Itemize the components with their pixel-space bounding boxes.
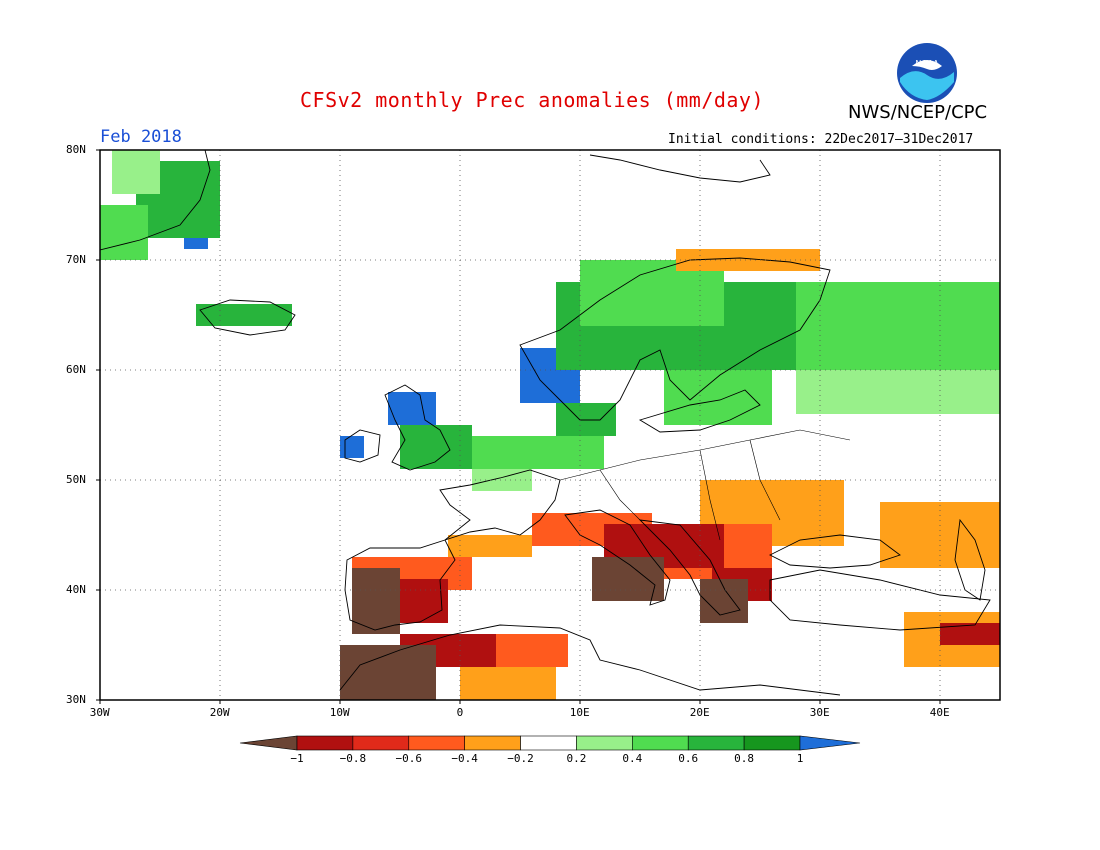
coastline-france: [439, 469, 561, 541]
colorbar-swatch: [687, 735, 745, 751]
coastline-turkey: [769, 569, 991, 631]
coastline-greenland: [100, 150, 211, 251]
colorbar-extend-high: [799, 735, 861, 751]
initial-conditions-label: Initial conditions: 22Dec2017–31Dec2017: [668, 132, 974, 147]
agency-label: NWS/NCEP/CPC: [848, 102, 988, 123]
lon-tick-label: 0: [456, 706, 464, 719]
coastline-svalbard: [589, 154, 771, 183]
colorbar-swatch: [632, 735, 689, 751]
colorbar-swatch: [743, 735, 801, 751]
lon-tick-label: 30E: [809, 706, 830, 719]
coastline-caspian: [954, 518, 986, 601]
colorbar-swatch: [520, 735, 577, 751]
colorbar-tick-label: −0.8: [339, 752, 367, 765]
coastline-ireland: [344, 429, 381, 463]
coastline-scandinavia: [519, 257, 831, 421]
colorbar-tick-label: −1: [290, 752, 304, 765]
coastline-balkans: [638, 519, 741, 616]
coastline-italy: [564, 509, 671, 606]
anomaly-cell-greenland-east: [184, 238, 208, 249]
colorbar-swatch: [352, 735, 410, 751]
lat-tick-label: 80N: [66, 143, 86, 156]
colorbar-tick-label: 1: [796, 752, 804, 765]
anomaly-cell-turkey-southeast: [940, 623, 1000, 645]
coastline-iceland: [199, 299, 296, 336]
anomaly-cell-ireland-west: [340, 436, 364, 458]
colorbar-swatch: [576, 735, 633, 751]
coastline-baltic: [638, 389, 761, 433]
coastline-layer: [100, 150, 991, 696]
colorbar-tick-label: 0.2: [566, 752, 587, 765]
colorbar-tick-label: 0.6: [678, 752, 699, 765]
lat-tick-label: 60N: [66, 363, 86, 376]
anomaly-cell-baltic: [664, 370, 772, 425]
colorbar-extend-low: [239, 735, 298, 751]
anomaly-cell-portugal-west-spain: [352, 568, 400, 634]
anomaly-cell-russia-north: [796, 282, 1000, 370]
valid-month-label: Feb 2018: [100, 127, 182, 147]
colorbar-tick-label: −0.6: [395, 752, 423, 765]
anomaly-cell-russia-central: [796, 370, 1000, 414]
anomaly-cell-greenland-outer: [100, 205, 148, 260]
lat-tick-label: 40N: [66, 583, 86, 596]
anomaly-cell-france-south: [448, 535, 532, 557]
coastline-black-sea: [768, 534, 901, 569]
lon-tick-label: 40E: [929, 706, 950, 719]
graticule: [100, 150, 1000, 700]
colorbar-tick-label: 0.8: [734, 752, 755, 765]
anomaly-cell-greenland-far: [112, 150, 160, 194]
lon-tick-label: 10W: [329, 706, 350, 719]
lon-tick-label: 20W: [209, 706, 230, 719]
anomaly-cell-italy-west: [592, 557, 664, 601]
anomaly-cell-britain-south: [400, 425, 472, 469]
lat-tick-label: 30N: [66, 693, 86, 706]
anomaly-cell-norway-north: [676, 249, 820, 271]
anomaly-field-layer: [100, 150, 1000, 700]
colorbar-swatch: [464, 735, 521, 751]
noaa-logo: NOAA: [897, 43, 957, 103]
lon-tick-label: 20E: [689, 706, 710, 719]
anomaly-cell-lowlands: [472, 436, 604, 469]
chart-title: CFSv2 monthly Prec anomalies (mm/day): [300, 88, 765, 112]
coastline-iberia: [344, 539, 456, 631]
colorbar: [239, 735, 861, 751]
lat-tick-label: 70N: [66, 253, 86, 266]
anomaly-cell-scotland: [388, 392, 436, 425]
anomaly-cell-greece-west: [700, 579, 748, 623]
coastline-britain: [384, 384, 451, 471]
axis-ticks: [96, 149, 941, 704]
anomaly-cell-north-sea-south: [472, 469, 532, 491]
colorbar-tick-label: 0.4: [622, 752, 643, 765]
logo-text: NOAA: [915, 59, 939, 68]
lon-tick-label: 10E: [569, 706, 590, 719]
lat-tick-label: 50N: [66, 473, 86, 486]
colorbar-tick-label: −0.2: [507, 752, 534, 765]
colorbar-tick-label: −0.4: [451, 752, 478, 765]
map-frame: [99, 149, 1001, 701]
colorbar-swatch: [408, 735, 465, 751]
anomaly-cell-denmark: [556, 403, 616, 436]
colorbar-swatch: [296, 735, 354, 751]
coastline-north-africa: [339, 624, 841, 696]
lon-tick-label: 30W: [89, 706, 110, 719]
